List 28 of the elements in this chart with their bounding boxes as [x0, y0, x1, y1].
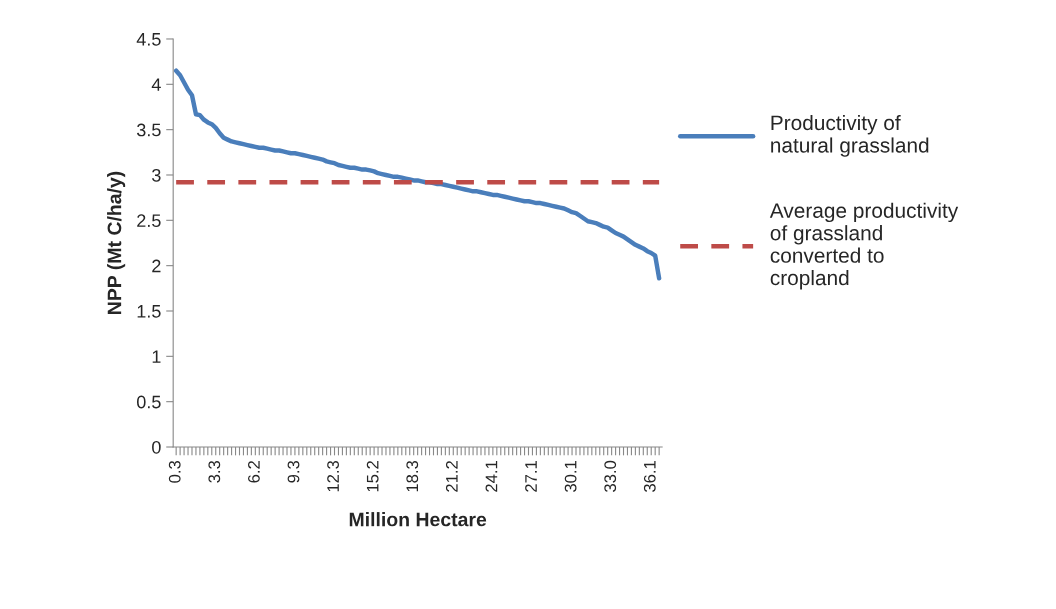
- x-tick-label: 36.1: [643, 461, 656, 492]
- x-tick-label: 27.1: [525, 461, 537, 492]
- x-tick-label: 3.3: [208, 460, 221, 483]
- x-axis-title: Million Hectare: [349, 512, 487, 527]
- legend-label: Productivity of natural grassland: [771, 114, 929, 157]
- y-tick-label: 1.5: [137, 305, 161, 318]
- x-tick-label: 0.3: [168, 460, 181, 483]
- y-axis-title: NPP (Mt C/ha/y): [107, 171, 126, 314]
- x-tick-label: 24.1: [485, 461, 498, 492]
- legend-label: Average productivity of grassland converted to cropland: [769, 202, 959, 290]
- line-series: [173, 68, 662, 281]
- x-tick-label: 12.3: [327, 460, 339, 492]
- x-tick-label: 21.2: [445, 461, 458, 492]
- y-tick-label: 0.5: [136, 395, 161, 409]
- y-tick-label: 2.5: [137, 214, 161, 228]
- y-tick-label: 3.5: [136, 123, 161, 137]
- x-tick-label: 33.0: [604, 460, 617, 492]
- x-tick-label: 6.2: [248, 461, 260, 483]
- y-tick-label: 4: [151, 78, 161, 91]
- y-tick-label: 4.5: [136, 33, 161, 46]
- x-tick-label: 15.2: [366, 461, 379, 492]
- y-tick-label: 1: [152, 350, 161, 363]
- y-tick-label: 2: [152, 259, 161, 273]
- x-tick-label: 30.1: [564, 461, 577, 492]
- y-tick-label: 3: [152, 168, 161, 182]
- y-tick-label: 0: [152, 440, 161, 454]
- x-tick-label: 18.3: [406, 460, 419, 492]
- x-tick-label: 9.3: [287, 460, 300, 483]
